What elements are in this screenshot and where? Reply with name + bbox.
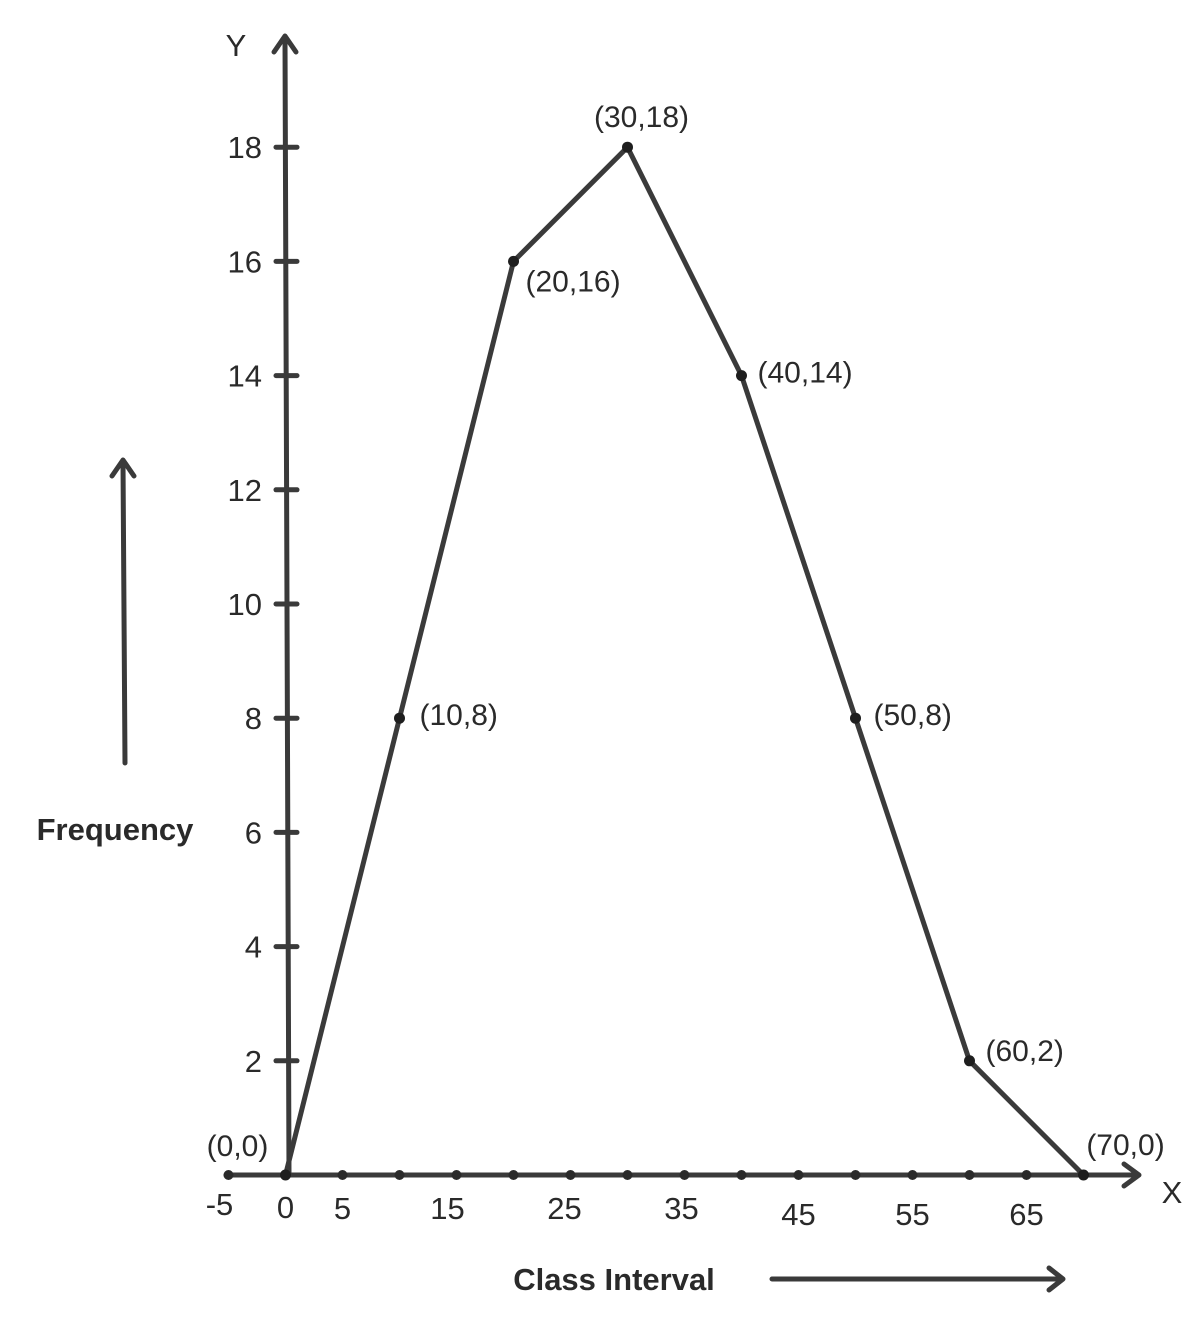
data-point-label: (30,18): [594, 101, 689, 134]
data-point-label: (40,14): [758, 357, 853, 390]
data-point-label: (10,8): [420, 699, 498, 732]
x-axis-dot: [223, 1170, 234, 1180]
x-axis-dot: [1021, 1170, 1032, 1180]
y-axis-name: Y: [226, 28, 247, 63]
data-point: [736, 370, 747, 382]
y-tick-label: 14: [228, 359, 262, 394]
x-axis-dot: [622, 1170, 633, 1180]
x-tick-label: 45: [781, 1197, 815, 1232]
y-tick-label: 18: [228, 130, 262, 165]
data-point: [622, 141, 633, 153]
y-tick-label: 2: [245, 1044, 262, 1079]
x-tick-label: 55: [895, 1197, 929, 1232]
y-tick-label: 12: [228, 473, 262, 508]
y-tick-label: 10: [228, 587, 262, 622]
y-tick-label: 8: [245, 701, 262, 736]
x-axis-dot: [337, 1170, 348, 1180]
x-axis-dot: [394, 1170, 405, 1180]
x-axis-dot: [736, 1170, 747, 1180]
x-tick-label: 65: [1009, 1197, 1043, 1232]
y-axis-ticks: [273, 144, 300, 1064]
data-point-label: (50,8): [874, 699, 952, 732]
x-tick-label: 15: [430, 1191, 464, 1226]
x-axis-dot: [850, 1170, 861, 1180]
x-axis-dots: [223, 1170, 1089, 1180]
data-points: [280, 141, 1089, 1181]
data-point: [280, 1169, 291, 1181]
x-tick-label: -5: [206, 1187, 234, 1222]
y-tick-label: 6: [245, 815, 262, 850]
series-line: [283, 144, 1086, 1178]
y-tick-label: 16: [228, 244, 262, 279]
x-tick-labels: -5 0 5 15 25 35 45 55 65: [206, 1187, 1044, 1232]
data-point: [964, 1055, 975, 1067]
data-point: [508, 255, 519, 267]
x-axis-dot: [793, 1170, 804, 1180]
y-tick-label: 4: [245, 930, 262, 965]
axes: [223, 33, 1142, 1189]
x-axis-name: X: [1162, 1175, 1183, 1210]
x-axis-arrow-icon: [1121, 1161, 1142, 1189]
point-labels: (0,0) (10,8) (20,16) (30,18) (40,14) (50,8) (6…: [207, 101, 1165, 1163]
x-tick-label: 35: [664, 1191, 698, 1226]
y-tick-labels: 2 4 6 8 10 12 14 16 18: [228, 130, 262, 1079]
data-point: [394, 712, 405, 724]
x-axis-dot: [679, 1170, 690, 1180]
x-tick-label: 25: [547, 1191, 581, 1226]
x-axis-dot: [508, 1170, 519, 1180]
x-axis-dot: [907, 1170, 918, 1180]
y-axis-arrow-icon: [271, 33, 299, 55]
x-axis-dot: [451, 1170, 462, 1180]
data-point-label: (70,0): [1086, 1129, 1164, 1162]
y-axis-label: Frequency: [37, 812, 195, 847]
x-tick-label: 0: [277, 1190, 294, 1225]
x-axis-dot: [964, 1170, 975, 1180]
data-point: [1078, 1169, 1089, 1181]
data-point-label: (0,0): [207, 1130, 269, 1163]
x-axis-label: Class Interval: [513, 1262, 715, 1297]
data-point-label: (60,2): [986, 1035, 1064, 1068]
frequency-polygon-line: [283, 144, 1086, 1178]
data-point: [850, 712, 861, 724]
x-label-arrow-icon: [769, 1265, 1066, 1293]
x-tick-label: 5: [334, 1191, 351, 1226]
data-point-label: (20,16): [526, 265, 621, 298]
y-label-arrow-icon: [109, 457, 137, 766]
x-axis-dot: [565, 1170, 576, 1180]
